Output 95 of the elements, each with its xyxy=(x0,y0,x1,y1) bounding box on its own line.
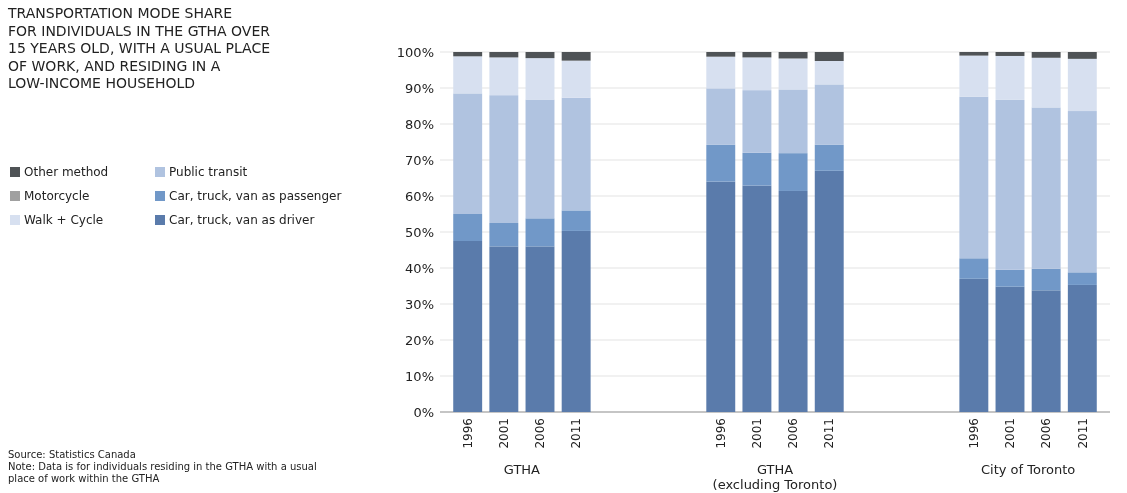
legend-label: Car, truck, van as passenger xyxy=(169,189,342,204)
bar xyxy=(814,61,844,85)
text: City of Toronto xyxy=(980,462,1076,477)
bar xyxy=(1067,284,1097,412)
text: GTHA (excluding Toronto) xyxy=(712,462,838,492)
bar xyxy=(706,144,736,182)
bar xyxy=(778,52,808,59)
bar xyxy=(706,56,736,89)
bar xyxy=(1031,52,1061,58)
bar xyxy=(489,223,519,247)
x-tick-label: 1996 xyxy=(460,418,475,449)
bar xyxy=(1031,107,1061,269)
bar xyxy=(453,52,483,57)
x-tick-label: 2011 xyxy=(822,418,837,449)
y-tick-label: 70% xyxy=(405,152,434,168)
bar xyxy=(1067,52,1097,59)
x-tick-label: 2006 xyxy=(786,418,801,449)
bar xyxy=(1031,57,1061,108)
bar xyxy=(959,278,989,412)
text: Note: Data is for individuals residing in the GTHA with a usual place of work within the GTHA xyxy=(8,461,317,484)
x-tick-label: 2011 xyxy=(569,418,584,449)
bar xyxy=(995,52,1025,56)
bar xyxy=(489,57,519,96)
bar xyxy=(453,93,483,214)
bar xyxy=(561,97,591,211)
text: TRANSPORTATION MODE SHARE FOR INDIVIDUALS IN THE GTHA OVER 15 YEARS OLD, WITH A USUAL PLACE OF WORK, AND RESIDING IN A LOW-INCOME HOUSEHOLD xyxy=(7,5,271,91)
bar xyxy=(489,95,519,223)
bar xyxy=(995,55,1025,100)
bar xyxy=(778,190,808,412)
x-tick-label: 2001 xyxy=(497,418,512,449)
bar xyxy=(742,152,772,186)
y-tick-label: 20% xyxy=(405,332,434,348)
x-tick-label: 1996 xyxy=(967,418,982,449)
bar xyxy=(525,246,555,412)
bar xyxy=(525,52,555,59)
text: GTHA xyxy=(503,462,541,477)
bar xyxy=(995,269,1025,287)
bar xyxy=(1031,290,1061,412)
bar xyxy=(706,52,736,57)
bar xyxy=(778,89,808,154)
bar xyxy=(742,90,772,153)
y-tick-label: 10% xyxy=(405,368,434,384)
y-tick-label: 40% xyxy=(405,260,434,276)
legend-label: Other method xyxy=(24,165,109,180)
bar xyxy=(742,52,772,58)
legend-label: Public transit xyxy=(169,165,248,180)
y-tick-label: 80% xyxy=(405,116,434,132)
bar xyxy=(814,170,844,412)
y-tick-label: 100% xyxy=(396,44,434,60)
bar xyxy=(959,96,989,259)
bar xyxy=(453,56,483,94)
legend-label: Car, truck, van as driver xyxy=(169,213,315,228)
y-tick-label: 60% xyxy=(405,188,434,204)
bar xyxy=(489,246,519,412)
bar xyxy=(561,210,591,231)
legend-label: Motorcycle xyxy=(24,189,90,204)
bar xyxy=(561,52,591,61)
bar xyxy=(561,60,591,98)
bar xyxy=(814,144,844,171)
bar xyxy=(525,218,555,247)
bar xyxy=(561,230,591,412)
y-tick-label: 30% xyxy=(405,296,434,312)
bar xyxy=(778,153,808,191)
bar xyxy=(959,258,989,279)
bar xyxy=(1067,58,1097,112)
bar xyxy=(1067,111,1097,273)
x-tick-label: 1996 xyxy=(713,418,728,449)
y-tick-label: 50% xyxy=(405,224,434,240)
bar xyxy=(814,84,844,145)
x-tick-label: 2001 xyxy=(750,418,765,449)
bar xyxy=(525,99,555,219)
x-tick-label: 2006 xyxy=(1039,418,1054,449)
bar xyxy=(778,58,808,90)
bar xyxy=(995,286,1025,412)
bar xyxy=(1031,268,1061,291)
bar xyxy=(453,241,483,412)
bar xyxy=(453,214,483,241)
bar xyxy=(525,58,555,100)
bar xyxy=(489,52,519,58)
bar xyxy=(706,181,736,412)
y-tick-label: 0% xyxy=(413,404,434,420)
source-note: Source: Statistics Canada xyxy=(8,449,136,460)
bar xyxy=(959,55,989,97)
bar xyxy=(959,52,989,56)
x-tick-label: 2011 xyxy=(1075,418,1090,449)
bar xyxy=(995,99,1025,270)
bar xyxy=(742,57,772,91)
bar xyxy=(814,52,844,61)
y-tick-label: 90% xyxy=(405,80,434,96)
bar xyxy=(742,185,772,412)
bar xyxy=(1067,272,1097,285)
x-tick-label: 2001 xyxy=(1003,418,1018,449)
x-tick-label: 2006 xyxy=(533,418,548,449)
legend-label: Walk + Cycle xyxy=(24,213,104,228)
bar xyxy=(706,88,736,145)
